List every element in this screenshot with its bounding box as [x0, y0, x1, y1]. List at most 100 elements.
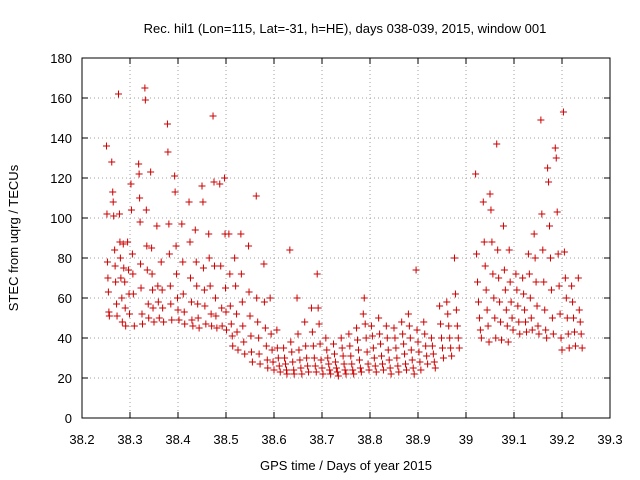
data-point [487, 206, 495, 214]
data-point [436, 302, 444, 310]
data-point [148, 270, 156, 278]
data-point [213, 324, 221, 332]
data-point [531, 254, 539, 262]
data-point [493, 140, 501, 148]
data-point [561, 274, 569, 282]
y-tick-label: 140 [50, 131, 72, 146]
data-point [165, 220, 173, 228]
data-point [409, 364, 417, 372]
data-point [578, 344, 586, 352]
data-point [345, 330, 353, 338]
data-point [474, 278, 482, 286]
data-point [555, 282, 563, 290]
data-point [102, 142, 110, 150]
data-point [346, 342, 354, 350]
data-point [547, 286, 555, 294]
data-point [179, 290, 187, 298]
data-point [348, 360, 356, 368]
data-point [181, 320, 189, 328]
data-point [238, 298, 246, 306]
data-point [121, 278, 129, 286]
data-point [549, 330, 557, 338]
data-point [498, 336, 506, 344]
data-point [121, 304, 129, 312]
y-tick-label: 180 [50, 51, 72, 66]
data-point [400, 340, 408, 348]
data-point [159, 304, 167, 312]
data-point [255, 334, 263, 342]
data-point [485, 338, 493, 346]
data-point [297, 364, 305, 372]
data-point [303, 354, 311, 362]
data-point [160, 318, 168, 326]
data-point [417, 366, 425, 374]
data-point [431, 364, 439, 372]
data-point [209, 112, 217, 120]
data-point [422, 342, 430, 350]
data-point [293, 294, 301, 302]
data-point [488, 238, 496, 246]
data-point [393, 354, 401, 362]
data-point [530, 230, 538, 238]
data-point [534, 322, 542, 330]
data-point [364, 360, 372, 368]
data-point [281, 354, 289, 362]
data-point [309, 342, 317, 350]
data-point [247, 348, 255, 356]
data-point [420, 318, 428, 326]
data-point [383, 334, 391, 342]
data-point [273, 326, 281, 334]
data-point [454, 334, 462, 342]
data-point [187, 298, 195, 306]
data-point [287, 338, 295, 346]
data-point [179, 258, 187, 266]
data-point [563, 314, 571, 322]
data-point [501, 286, 509, 294]
data-point [443, 298, 451, 306]
data-point [234, 346, 242, 354]
data-point [423, 352, 431, 360]
data-point [180, 308, 188, 316]
data-point [378, 360, 386, 368]
data-point [360, 294, 368, 302]
data-point [222, 308, 230, 316]
data-point [453, 322, 461, 330]
data-point [577, 330, 585, 338]
data-point [210, 178, 218, 186]
data-point [506, 278, 514, 286]
data-point [568, 282, 576, 290]
data-point [116, 254, 124, 262]
data-point [113, 300, 121, 308]
data-point [390, 324, 398, 332]
data-point [111, 262, 119, 270]
data-point [178, 220, 186, 228]
data-point [245, 288, 253, 296]
data-point [503, 322, 511, 330]
data-point [570, 328, 578, 336]
data-point [356, 364, 364, 372]
y-tick-label: 160 [50, 91, 72, 106]
data-point [252, 192, 260, 200]
data-point [399, 330, 407, 338]
x-tick-label: 39 [459, 432, 473, 447]
data-point [282, 360, 290, 368]
data-point [261, 324, 269, 332]
data-point [406, 334, 414, 342]
data-point [108, 158, 116, 166]
data-point [446, 334, 454, 342]
data-point [122, 322, 130, 330]
data-point [119, 240, 127, 248]
data-point [415, 348, 423, 356]
data-point [562, 294, 570, 302]
data-point [424, 360, 432, 368]
data-point [564, 330, 572, 338]
data-point [186, 274, 194, 282]
x-tick-label: 38.9 [405, 432, 430, 447]
data-point [314, 304, 322, 312]
data-point [349, 366, 357, 374]
data-point [496, 298, 504, 306]
grid [82, 58, 610, 418]
data-point [448, 352, 456, 360]
data-point [372, 368, 380, 376]
